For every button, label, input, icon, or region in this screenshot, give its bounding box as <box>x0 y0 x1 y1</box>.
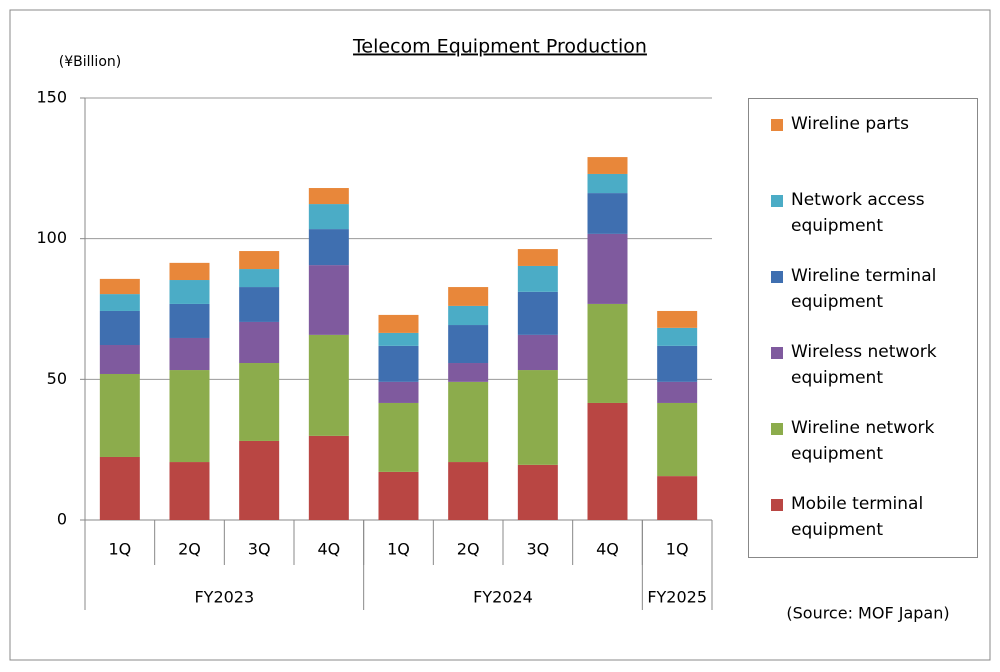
bar-segment <box>99 278 140 295</box>
legend-swatch <box>771 119 783 131</box>
legend-label: Wireline parts <box>791 114 910 134</box>
bar-segment <box>239 251 280 270</box>
legend-item: Wireline network equipment <box>771 415 969 491</box>
legend-swatch <box>771 499 783 511</box>
bar-segment <box>448 287 489 306</box>
chart-title: Telecom Equipment Production <box>352 36 647 58</box>
bar-segment <box>239 287 280 322</box>
bar-segment <box>378 402 419 472</box>
bar-segment <box>378 381 419 403</box>
bar-segment <box>378 332 419 346</box>
chart-border <box>9 9 991 661</box>
bar-segment <box>99 456 140 520</box>
bar-segment <box>308 435 349 520</box>
x-tick-label: 2Q <box>178 540 201 559</box>
bar-segment <box>99 294 140 311</box>
y-tick-label: 50 <box>47 369 67 388</box>
bar-segment <box>169 337 210 371</box>
bar-segment <box>448 363 489 382</box>
bar-segment <box>587 402 628 520</box>
y-unit: (¥Billion) <box>59 54 121 70</box>
bar-segment <box>517 291 558 335</box>
bar-segment <box>587 173 628 194</box>
bar-segment <box>308 229 349 266</box>
legend-item: Wireline parts <box>771 111 969 187</box>
legend-swatch <box>771 347 783 359</box>
bar-segment <box>517 464 558 520</box>
y-tick-label: 0 <box>57 510 67 529</box>
bar-segment <box>308 265 349 335</box>
legend-label: Wireline terminal equipment <box>791 266 937 312</box>
group-label: FY2023 <box>194 588 254 607</box>
x-tick-label: 3Q <box>526 540 549 559</box>
bar-segment <box>517 370 558 465</box>
bar-segment <box>587 157 628 174</box>
source-note: (Source: MOF Japan) <box>786 604 949 623</box>
group-label: FY2024 <box>473 588 533 607</box>
bar-segment <box>169 303 210 338</box>
legend-swatch <box>771 195 783 207</box>
bar-segment <box>517 249 558 266</box>
x-tick-label: 4Q <box>317 540 340 559</box>
bar-segment <box>378 314 419 333</box>
bar-segment <box>657 402 698 477</box>
legend-item: Network access equipment <box>771 187 969 263</box>
bar-segment <box>239 440 280 520</box>
bar-segment <box>657 345 698 382</box>
bar-segment <box>448 325 489 364</box>
legend: Wireline parts Network access equipment Wi… <box>748 98 978 558</box>
bar-segment <box>99 373 140 457</box>
bar-segment <box>378 471 419 520</box>
bar-segment <box>657 310 698 328</box>
bar-segment <box>239 321 280 364</box>
bar-segment <box>517 265 558 292</box>
bar-segment <box>239 363 280 441</box>
bar-segment <box>308 204 349 230</box>
bar-segment <box>448 305 489 326</box>
bar-segment <box>657 381 698 403</box>
legend-swatch <box>771 271 783 283</box>
legend-label: Wireless network equipment <box>791 342 937 388</box>
bar-segment <box>517 334 558 371</box>
group-label: FY2025 <box>647 588 707 607</box>
bar-segment <box>587 233 628 304</box>
bar-segment <box>657 327 698 346</box>
bar-segment <box>308 334 349 436</box>
x-tick-label: 3Q <box>248 540 271 559</box>
legend-item: Wireline terminal equipment <box>771 263 969 339</box>
bar-segment <box>448 462 489 520</box>
bar-segment <box>169 262 210 281</box>
bar-segment <box>378 345 419 382</box>
x-tick-label: 4Q <box>596 540 619 559</box>
bar-segment <box>239 269 280 288</box>
legend-label: Wireline network equipment <box>791 418 935 464</box>
legend-swatch <box>771 423 783 435</box>
bar-segment <box>587 193 628 234</box>
legend-item: Wireless network equipment <box>771 339 969 415</box>
bar-segment <box>308 188 349 205</box>
bar-segment <box>169 462 210 520</box>
bar-segment <box>448 381 489 463</box>
y-tick-label: 150 <box>36 88 67 107</box>
bar-segment <box>169 280 210 304</box>
x-tick-label: 1Q <box>666 540 689 559</box>
bar-segment <box>169 370 210 463</box>
x-tick-label: 2Q <box>457 540 480 559</box>
x-tick-label: 1Q <box>387 540 410 559</box>
x-tick-label: 1Q <box>108 540 131 559</box>
bar-segment <box>657 476 698 520</box>
bar-segment <box>587 303 628 403</box>
legend-label: Network access equipment <box>791 190 925 236</box>
legend-label: Mobile terminal equipment <box>791 494 924 540</box>
bar-segment <box>99 310 140 346</box>
legend-item: Mobile terminal equipment <box>771 491 969 567</box>
y-tick-label: 100 <box>36 228 67 247</box>
bar-segment <box>99 345 140 374</box>
